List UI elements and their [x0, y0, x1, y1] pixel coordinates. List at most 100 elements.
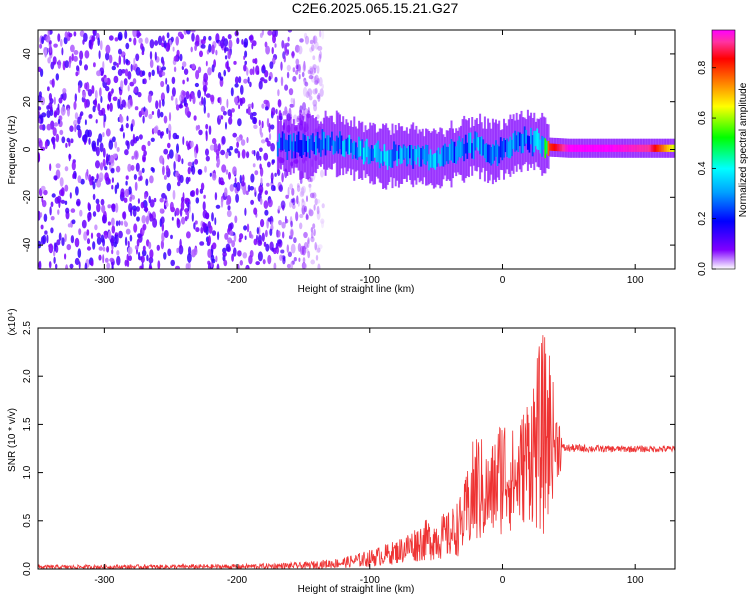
heatmap-cell [71, 53, 74, 62]
heatmap-cell [261, 232, 265, 242]
heatmap-cell [64, 233, 67, 242]
heatmap-cell [127, 163, 132, 172]
heatmap-cell [259, 147, 263, 153]
spectrogram-x-label: Height of straight line (km) [298, 284, 415, 295]
heatmap-cell [255, 261, 260, 266]
snr-x-label: Height of straight line (km) [298, 584, 415, 595]
heatmap-cell [311, 66, 315, 76]
heatmap-cell [314, 242, 318, 251]
heatmap-cell [237, 118, 242, 127]
heatmap-cell [528, 136, 531, 153]
heatmap-cell [75, 71, 79, 77]
heatmap-cell [340, 135, 343, 155]
heatmap-cell [260, 77, 265, 82]
colorbar-tick-label: 0.2 [697, 211, 708, 225]
heatmap-cell [246, 136, 249, 144]
heatmap-cell [160, 216, 165, 224]
heatmap-cell [156, 244, 160, 251]
heatmap-cell [111, 249, 114, 255]
heatmap-cell [144, 206, 148, 213]
heatmap-cell [195, 143, 199, 154]
heatmap-cell [197, 89, 202, 99]
heatmap-cell [179, 238, 182, 249]
heatmap-cell [271, 247, 275, 252]
heatmap-cell [409, 145, 412, 159]
heatmap-cell [309, 177, 313, 183]
heatmap-cell [308, 95, 313, 101]
heatmap-cell [52, 127, 57, 137]
heatmap-cell [353, 141, 356, 155]
heatmap-cell [219, 96, 222, 106]
figure-title: C2E6.2025.065.15.21.G27 [292, 0, 459, 16]
heatmap-cell [231, 108, 235, 113]
heatmap-cell [74, 257, 80, 266]
heatmap-cell [53, 242, 57, 252]
heatmap-cell [641, 144, 644, 152]
heatmap-cell [111, 88, 114, 94]
heatmap-cell [217, 143, 221, 152]
heatmap-cell [70, 208, 76, 213]
heatmap-cell [114, 141, 118, 149]
heatmap-cell [300, 187, 305, 196]
heatmap-cell [67, 223, 72, 228]
heatmap-cell [61, 47, 64, 56]
heatmap-cell [264, 106, 269, 111]
heatmap-cell [245, 190, 249, 196]
heatmap-cell [633, 144, 636, 152]
heatmap-cell [377, 140, 380, 163]
heatmap-cell [74, 124, 77, 133]
heatmap-cell [242, 174, 245, 183]
heatmap-cell [231, 240, 236, 248]
heatmap-cell [598, 144, 601, 152]
heatmap-cell [264, 209, 269, 216]
heatmap-cell [266, 117, 270, 128]
heatmap-cell [287, 251, 292, 258]
heatmap-cell [262, 64, 266, 71]
heatmap-cell [261, 30, 264, 36]
heatmap-cell [84, 262, 88, 269]
heatmap-cell [101, 77, 105, 82]
heatmap-cell [222, 247, 227, 254]
heatmap-cell [159, 131, 163, 139]
heatmap-cell [286, 64, 291, 72]
heatmap-cell [329, 137, 332, 151]
heatmap-cell [208, 235, 211, 245]
heatmap-cell [317, 263, 321, 269]
heatmap-cell [227, 205, 231, 211]
heatmap-cell [38, 152, 41, 162]
heatmap-cell [283, 133, 286, 150]
heatmap-cell [64, 184, 69, 192]
heatmap-cell [183, 68, 189, 75]
heatmap-cell [383, 144, 386, 162]
heatmap-cell [316, 247, 321, 253]
heatmap-cell [544, 138, 547, 159]
heatmap-cell [402, 144, 405, 160]
heatmap-cell [233, 233, 237, 242]
heatmap-cell [314, 74, 319, 85]
heatmap-cell [625, 144, 628, 152]
heatmap-cell [61, 237, 65, 247]
heatmap-cell [652, 144, 655, 152]
heatmap-cell [225, 169, 229, 175]
heatmap-cell [335, 135, 338, 152]
heatmap-cell [304, 81, 309, 87]
heatmap-cell [271, 159, 276, 164]
heatmap-cell [442, 145, 445, 167]
heatmap-cell [199, 188, 204, 194]
heatmap-cell [361, 139, 364, 160]
heatmap-cell [125, 175, 129, 180]
heatmap-cell [375, 143, 378, 163]
heatmap-cell [161, 232, 165, 242]
heatmap-cell [266, 140, 271, 147]
heatmap-cell [55, 263, 58, 269]
heatmap-cell [520, 133, 523, 154]
heatmap-cell [515, 135, 518, 151]
heatmap-cell [79, 209, 83, 217]
heatmap-cell [106, 246, 110, 253]
heatmap-cell [193, 222, 196, 230]
heatmap-cell [525, 130, 528, 144]
heatmap-cell [65, 264, 69, 269]
heatmap-cell [260, 139, 266, 144]
heatmap-cell [241, 39, 244, 45]
heatmap-cell [155, 100, 159, 110]
